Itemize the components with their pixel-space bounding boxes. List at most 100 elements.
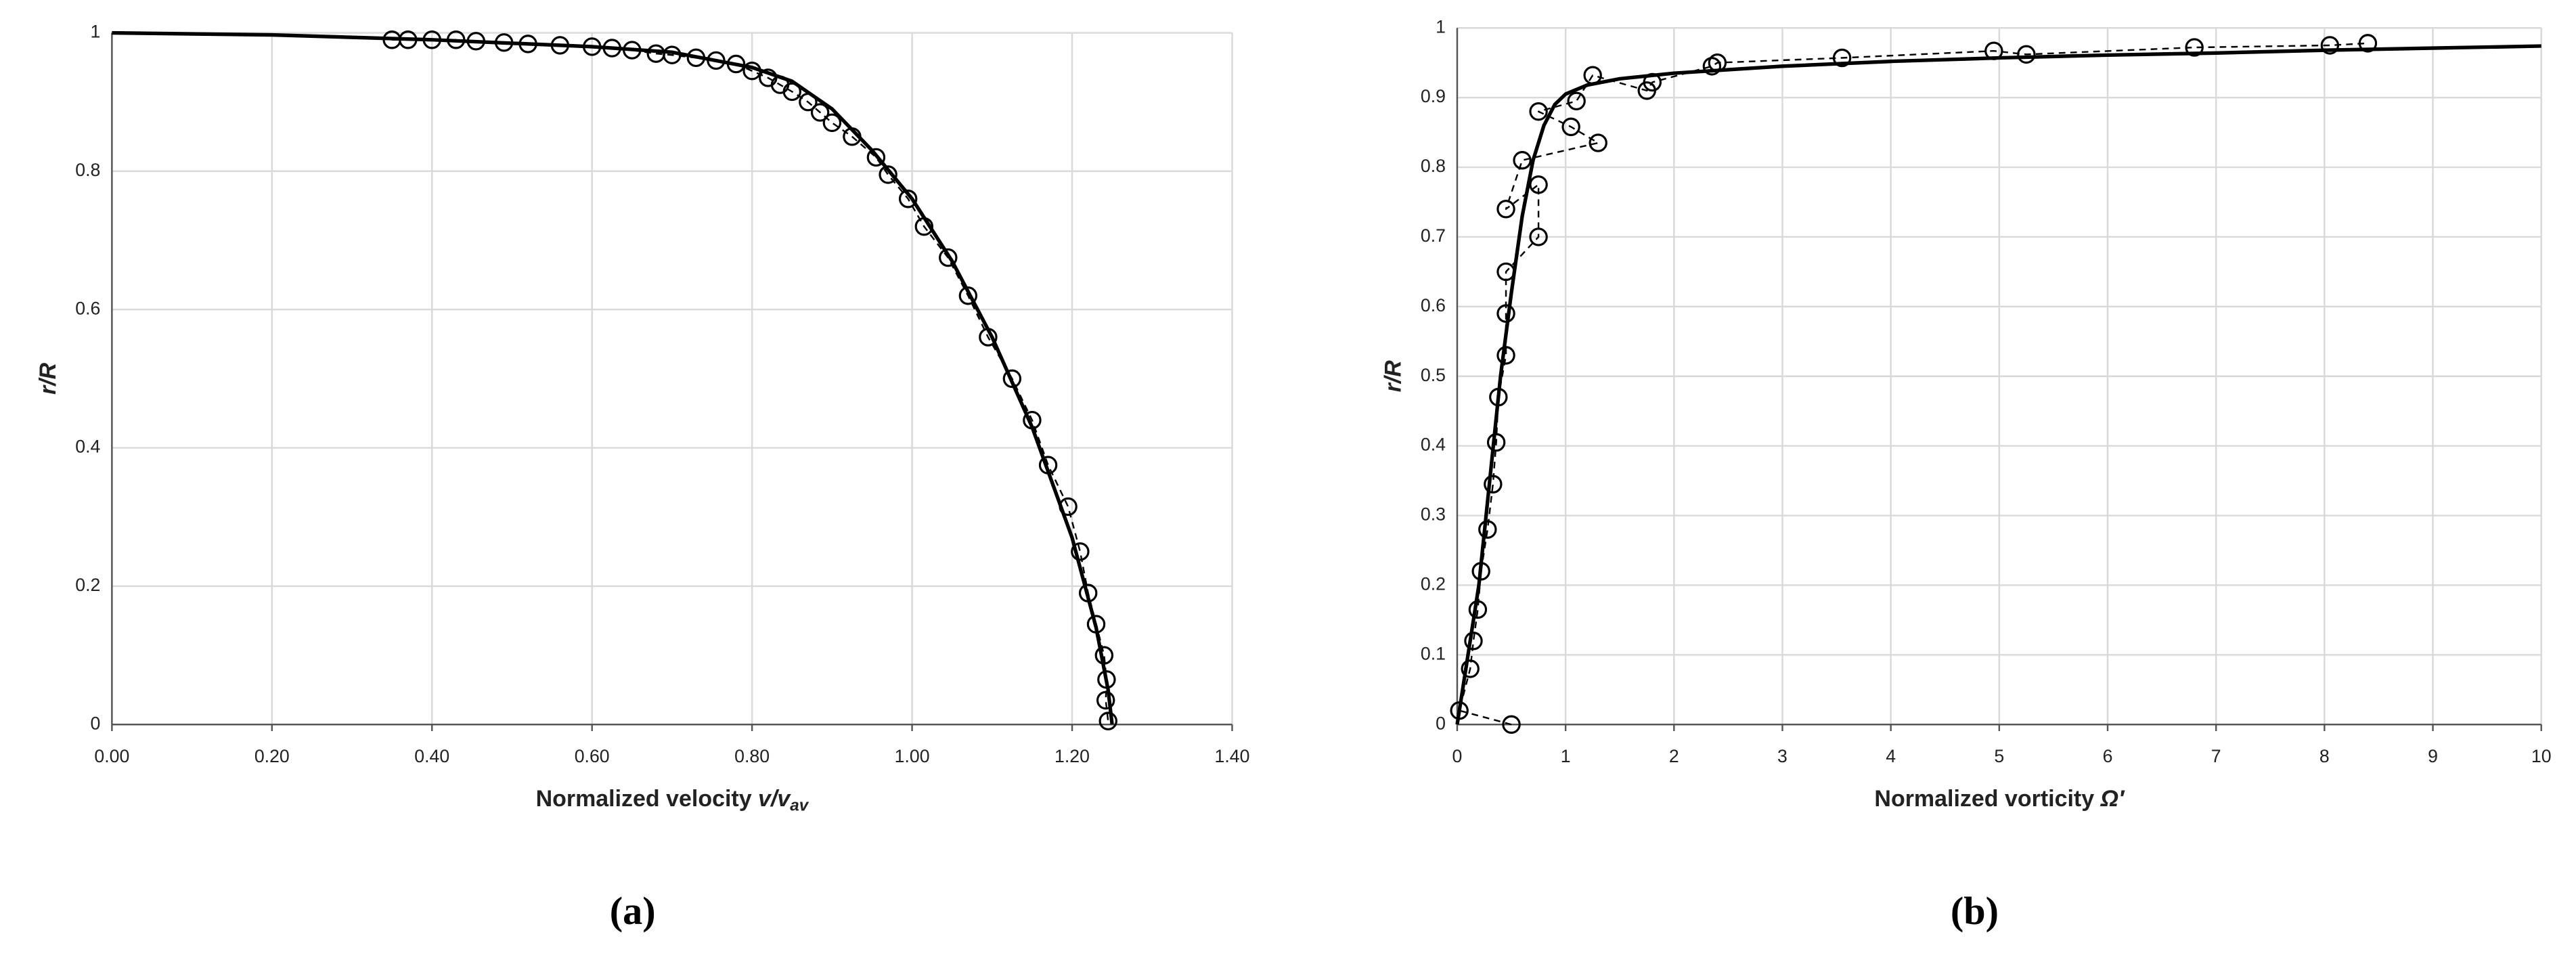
data-point <box>1496 262 1515 282</box>
data-point <box>1078 584 1098 602</box>
data-point <box>550 36 570 55</box>
x-axis-label-part: v/v <box>758 786 791 812</box>
data-point <box>663 45 682 64</box>
data-point <box>422 30 441 49</box>
data-point <box>1468 600 1488 619</box>
data-dashed-line <box>1458 42 2368 726</box>
y-axis-label: r/R <box>1381 360 1406 393</box>
data-point <box>843 127 862 146</box>
data-point <box>958 286 978 305</box>
data-point <box>623 41 642 60</box>
data-point <box>1023 410 1042 430</box>
chart-panel: 0 0.2 0.4 0.6 0.8 1 0.00 0.20 0.40 0.60 0.80 1.00 1.… <box>35 22 1249 934</box>
y-tick-label: 0.8 <box>1421 156 1446 176</box>
y-tick-label: 0 <box>91 713 101 733</box>
data-point <box>1098 711 1117 730</box>
data-point <box>1589 133 1607 152</box>
x-tick-label: 0.80 <box>734 746 770 766</box>
data-point <box>742 62 761 81</box>
y-axis-label: r/R <box>35 362 61 395</box>
data-point <box>2017 45 2036 64</box>
data-point <box>879 165 897 184</box>
panel-caption: (a) <box>610 889 656 933</box>
y-tick-label: 0.2 <box>1421 573 1446 594</box>
data-point <box>582 37 602 56</box>
data-point <box>1086 615 1106 634</box>
data-point <box>914 217 934 236</box>
data-point <box>494 33 514 52</box>
data-point <box>939 248 958 267</box>
y-tick-label: 1 <box>1436 16 1446 37</box>
x-tick-label: 4 <box>1886 746 1896 766</box>
y-tick-label: 0.1 <box>1421 643 1446 663</box>
data-point <box>979 328 998 347</box>
data-point <box>1529 175 1548 194</box>
data-point <box>1097 670 1116 689</box>
x-tick-label: 0 <box>1452 746 1463 766</box>
data-point <box>866 148 886 167</box>
data-point <box>1529 102 1548 121</box>
data-point <box>447 30 466 49</box>
x-axis-label: Normalized vorticity Ω′ <box>1874 786 2125 812</box>
x-tick-label: 1 <box>1561 746 1571 766</box>
x-axis-label-part: Normalized vorticity <box>1874 786 2100 812</box>
data-point <box>1461 659 1480 678</box>
data-point <box>2320 36 2340 55</box>
x-tick-label: 1.40 <box>1215 746 1250 766</box>
y-tick-label: 0.4 <box>75 437 100 457</box>
data-line <box>112 30 1114 725</box>
data-point <box>1567 91 1586 111</box>
data-point <box>1094 646 1114 665</box>
y-tick-label: 0.8 <box>75 160 100 180</box>
data-point <box>686 48 706 68</box>
data-point <box>1502 715 1521 734</box>
x-tick-label: 8 <box>2319 746 2330 766</box>
data-line <box>1455 44 2541 725</box>
y-tick-label: 0.6 <box>1421 295 1446 315</box>
data-point <box>466 32 485 51</box>
y-tick-label: 0.4 <box>1421 435 1446 455</box>
data-point <box>518 35 537 53</box>
data-point <box>1489 387 1508 407</box>
y-tick-label: 1 <box>91 22 101 42</box>
data-point <box>1496 200 1515 219</box>
data-point <box>1096 690 1115 710</box>
data-point <box>1071 542 1090 561</box>
data-dashed-line <box>392 39 1109 722</box>
data-point <box>1529 227 1548 246</box>
x-axis-label: Normalized velocity v/vav <box>536 786 809 815</box>
x-tick-label: 1.20 <box>1054 746 1090 766</box>
x-tick-label: 2 <box>1669 746 1679 766</box>
x-axis-label-part: Ω′ <box>2100 786 2126 812</box>
data-point <box>1832 48 1852 68</box>
y-tick-label: 0.9 <box>1421 86 1446 106</box>
data-point <box>1496 304 1515 323</box>
panel-caption: (b) <box>1951 889 1999 933</box>
x-tick-label: 3 <box>1777 746 1787 766</box>
data-point <box>726 54 746 74</box>
y-tick-label: 0.7 <box>1421 225 1446 246</box>
y-tick-label: 0 <box>1436 713 1446 733</box>
data-point <box>1496 346 1515 365</box>
data-point <box>1643 72 1662 92</box>
y-tick-label: 0.2 <box>75 575 100 595</box>
data-point <box>1583 66 1602 85</box>
data-point <box>1486 433 1506 452</box>
data-point <box>2185 38 2204 57</box>
data-point <box>1561 117 1580 137</box>
data-point <box>1450 701 1469 720</box>
data-point <box>707 51 726 70</box>
y-tick-label: 0.3 <box>1421 504 1446 525</box>
x-tick-label: 6 <box>2103 746 2113 766</box>
data-point <box>1708 53 1727 72</box>
data-point <box>799 92 818 112</box>
data-point <box>602 39 621 58</box>
data-point <box>898 190 918 208</box>
data-point <box>1464 632 1483 651</box>
data-point <box>1484 475 1503 493</box>
x-tick-label: 1.00 <box>895 746 930 766</box>
data-point <box>1002 369 1022 389</box>
data-point <box>399 30 418 49</box>
x-tick-label: 0.20 <box>254 746 290 766</box>
